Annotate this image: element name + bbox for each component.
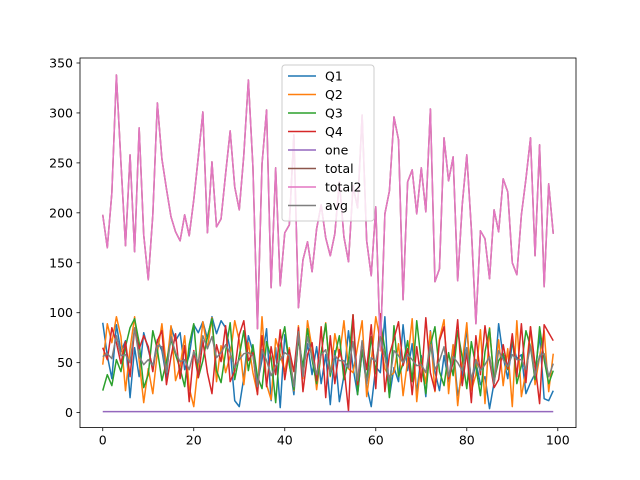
x-tick-label: 40 <box>277 433 293 448</box>
y-tick-label: 300 <box>49 105 73 120</box>
y-tick-label: 150 <box>49 255 73 270</box>
legend-label-Q2: Q2 <box>325 87 343 102</box>
x-tick-label: 20 <box>186 433 202 448</box>
legend-label-total2: total2 <box>325 180 362 195</box>
y-tick-label: 50 <box>57 355 73 370</box>
x-tick-label: 80 <box>459 433 475 448</box>
y-axis: 0 50 100 150 200 250 300 350 <box>49 55 80 420</box>
legend-label-Q4: Q4 <box>325 124 343 139</box>
legend-label-one: one <box>325 143 349 158</box>
legend-label-Q3: Q3 <box>325 106 343 121</box>
y-tick-label: 200 <box>49 205 73 220</box>
y-tick-label: 250 <box>49 155 73 170</box>
series-line-Q1 <box>102 315 554 410</box>
plot-frame <box>79 57 577 429</box>
y-tick-label: 350 <box>49 55 73 70</box>
series-line-avg <box>102 326 554 388</box>
y-tick-label: 0 <box>65 405 73 420</box>
legend-label-total: total <box>325 161 354 176</box>
legend-box <box>281 64 375 222</box>
x-tick-label: 60 <box>368 433 384 448</box>
legend: Q1 Q2 Q3 Q4 one total total2 avg <box>281 64 375 222</box>
x-axis: 0 20 40 60 80 100 <box>99 427 570 448</box>
series-line-total2 <box>102 74 554 352</box>
legend-label-Q1: Q1 <box>325 69 343 84</box>
legend-label-avg: avg <box>325 198 348 213</box>
x-tick-label: 100 <box>546 433 570 448</box>
x-tick-label: 0 <box>99 433 107 448</box>
y-tick-label: 100 <box>49 305 73 320</box>
series-layer <box>102 74 554 413</box>
